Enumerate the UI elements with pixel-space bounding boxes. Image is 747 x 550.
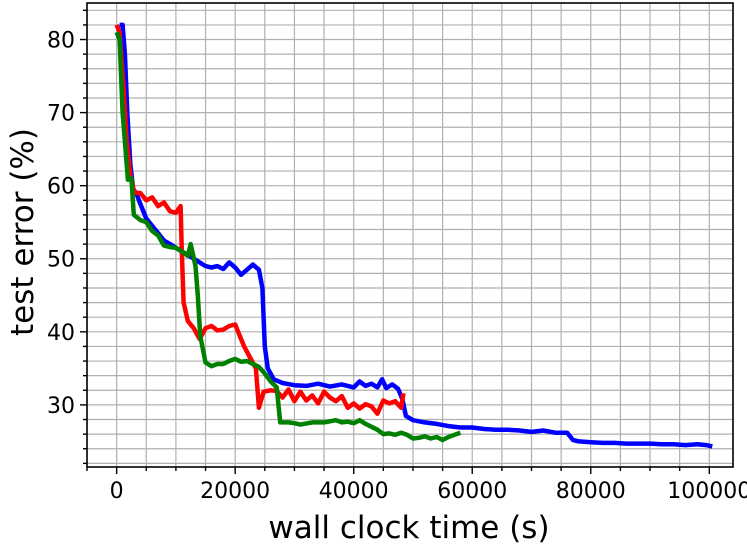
series-lines xyxy=(114,22,713,449)
x-tick-label: 40000 xyxy=(319,479,389,504)
series-line-3 xyxy=(114,31,462,443)
x-axis-label: wall clock time (s) xyxy=(268,510,549,546)
plot-frame xyxy=(86,2,734,468)
y-tick-label: 30 xyxy=(47,394,75,419)
x-tick-label: 20000 xyxy=(200,479,270,504)
series-line-1 xyxy=(119,22,713,449)
x-tick-label: 80000 xyxy=(556,479,626,504)
series-line-2 xyxy=(114,24,406,416)
y-tick-label: 40 xyxy=(47,321,75,346)
x-tick-label: 0 xyxy=(110,479,124,504)
y-tick-label: 60 xyxy=(47,175,75,200)
axes: 0 20000 40000 60000 80000 100000 30 40 50 60 70 80 xyxy=(47,2,747,504)
x-tick-label: 100000 xyxy=(667,479,747,504)
x-tick-label: 60000 xyxy=(437,479,507,504)
y-tick-label: 80 xyxy=(47,29,75,54)
y-tick-label: 70 xyxy=(47,102,75,127)
grid xyxy=(86,3,733,467)
y-tick-label: 50 xyxy=(47,248,75,273)
y-axis-label: test error (%) xyxy=(5,128,41,336)
